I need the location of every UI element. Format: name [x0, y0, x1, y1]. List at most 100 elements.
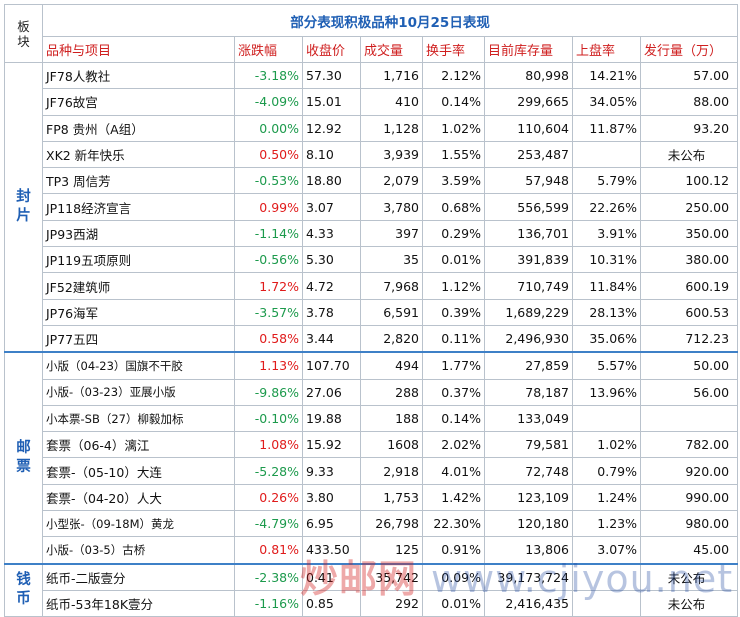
cell-name: 套票（06-4）漓江: [42, 431, 235, 459]
cell-close: 8.10: [302, 140, 361, 169]
cell-stock: 133,049: [484, 404, 573, 433]
table-row: 纸币-53年18K壹分 -1.16% 0.85 292 0.01% 2,416,435 未公…: [5, 589, 739, 617]
cell-name: JP76海军: [42, 298, 235, 326]
cell-volume: 292: [360, 589, 423, 617]
table-row: 邮票小版（04-23）国旗不干胶 1.13% 107.70 494 1.77% 27,85…: [4, 351, 739, 565]
cell-premium: 11.84%: [572, 272, 641, 300]
cell-close: 3.80: [302, 483, 361, 512]
cell-close: 57.30: [302, 61, 361, 90]
group-label: 封片: [4, 62, 43, 353]
cell-issue: 990.00: [639, 483, 739, 512]
market-table: 板 块 部分表现积极品种10月25日表现 品种与项目 涨跌幅 收盘价 成交量 换…: [4, 4, 739, 617]
cell-stock: 710,749: [484, 272, 573, 300]
cell-close: 3.44: [302, 324, 361, 353]
cell-name: 套票-（04-20）人大: [42, 483, 235, 512]
col-header-change: 涨跌幅: [234, 36, 303, 63]
cell-name: 纸币-二版壹分: [42, 562, 235, 591]
cell-stock: 27,859: [484, 351, 573, 380]
cell-change: 0.26%: [234, 483, 303, 512]
cell-name: 小本票-SB（27）柳毅加标: [42, 404, 235, 433]
cell-issue: 712.23: [639, 324, 739, 353]
cell-turnover: 1.55%: [422, 140, 485, 169]
table-row: JF76故宫 -4.09% 15.01 410 0.14% 299,665 34.05% 88…: [5, 88, 739, 116]
cell-close: 3.07: [302, 193, 361, 221]
cell-close: 12.92: [302, 114, 361, 142]
group-label-char: 片: [16, 208, 31, 225]
cell-issue: 45.00: [639, 536, 739, 565]
cell-close: 27.06: [302, 378, 361, 406]
cell-issue: 50.00: [639, 351, 739, 380]
cell-change: -0.56%: [234, 246, 303, 274]
cell-premium: 1.23%: [572, 510, 641, 538]
cell-change: 0.58%: [234, 324, 303, 353]
cell-issue: 57.00: [639, 61, 739, 90]
cell-turnover: 22.30%: [422, 510, 485, 538]
cell-close: 0.41: [302, 562, 361, 591]
cell-turnover: 1.12%: [422, 272, 485, 300]
cell-premium: 3.91%: [572, 219, 641, 248]
header-row: 品种与项目 涨跌幅 收盘价 成交量 换手率 目前库存量 上盘率 发行量（万）: [5, 36, 739, 63]
cell-issue: 88.00: [639, 88, 739, 116]
cell-stock: 2,496,930: [484, 324, 573, 353]
table-row: 套票-（05-10）大连 -5.28% 9.33 2,918 4.01% 72,748 0.…: [5, 457, 739, 485]
cell-close: 18.80: [302, 167, 361, 195]
col-header-volume: 成交量: [360, 36, 423, 63]
cell-issue: 未公布: [639, 562, 739, 591]
cell-stock: 80,998: [484, 61, 573, 90]
cell-turnover: 1.42%: [422, 483, 485, 512]
cell-change: 1.72%: [234, 272, 303, 300]
cell-stock: 13,806: [484, 536, 573, 565]
cell-premium: 10.31%: [572, 246, 641, 274]
cell-name: JP118经济宣言: [42, 193, 235, 221]
cell-stock: 123,109: [484, 483, 573, 512]
table-row: 钱币纸币-二版壹分 -2.38% 0.41 35,742 0.09% 39,173,724…: [4, 562, 739, 617]
col-header-premium: 上盘率: [572, 36, 641, 63]
cell-turnover: 0.39%: [422, 298, 485, 326]
cell-name: XK2 新年快乐: [42, 140, 235, 169]
table-row: 套票-（04-20）人大 0.26% 3.80 1,753 1.42% 123,109 1.…: [5, 483, 739, 512]
cell-stock: 136,701: [484, 219, 573, 248]
cell-close: 9.33: [302, 457, 361, 485]
cell-issue: 未公布: [639, 589, 739, 617]
cell-volume: 1,753: [360, 483, 423, 512]
cell-close: 0.85: [302, 589, 361, 617]
table-row: 套票（06-4）漓江 1.08% 15.92 1608 2.02% 79,581 1.02%…: [5, 431, 739, 459]
table-row: JP76海军 -3.57% 3.78 6,591 0.39% 1,689,229 28.13…: [5, 298, 739, 326]
cell-close: 4.33: [302, 219, 361, 248]
cell-change: -0.10%: [234, 404, 303, 433]
cell-turnover: 0.37%: [422, 378, 485, 406]
cell-premium: [572, 404, 641, 433]
board-header-char-1: 板: [17, 18, 30, 34]
group-label-char: 封: [16, 189, 31, 206]
cell-name: JP93西湖: [42, 219, 235, 248]
cell-change: -5.28%: [234, 457, 303, 485]
cell-change: -2.38%: [234, 562, 303, 591]
cell-turnover: 0.01%: [422, 589, 485, 617]
cell-issue: 600.53: [639, 298, 739, 326]
table-row: TP3 周信芳 -0.53% 18.80 2,079 3.59% 57,948 5.79% 1…: [5, 167, 739, 195]
cell-name: 小版-（03-23）亚展小版: [42, 378, 235, 406]
group-label: 钱币: [4, 562, 43, 617]
cell-issue: 56.00: [639, 378, 739, 406]
cell-name: FP8 贵州（A组）: [42, 114, 235, 142]
cell-issue: 380.00: [639, 246, 739, 274]
cell-turnover: 0.29%: [422, 219, 485, 248]
cell-issue: [639, 404, 739, 433]
group-label-char: 钱: [16, 572, 31, 589]
table-row: JP118经济宣言 0.99% 3.07 3,780 0.68% 556,599 22.26…: [5, 193, 739, 221]
cell-volume: 125: [360, 536, 423, 565]
cell-turnover: 0.14%: [422, 404, 485, 433]
cell-stock: 299,665: [484, 88, 573, 116]
cell-change: -0.53%: [234, 167, 303, 195]
col-header-issue: 发行量（万）: [639, 36, 739, 63]
cell-close: 19.88: [302, 404, 361, 433]
cell-name: JF52建筑师: [42, 272, 235, 300]
cell-issue: 600.19: [639, 272, 739, 300]
cell-change: -3.57%: [234, 298, 303, 326]
cell-name: 小版-（03-5）古桥: [42, 536, 235, 565]
cell-change: 0.99%: [234, 193, 303, 221]
cell-turnover: 2.12%: [422, 61, 485, 90]
cell-change: -9.86%: [234, 378, 303, 406]
cell-stock: 391,839: [484, 246, 573, 274]
group-label-char: 币: [16, 591, 31, 608]
